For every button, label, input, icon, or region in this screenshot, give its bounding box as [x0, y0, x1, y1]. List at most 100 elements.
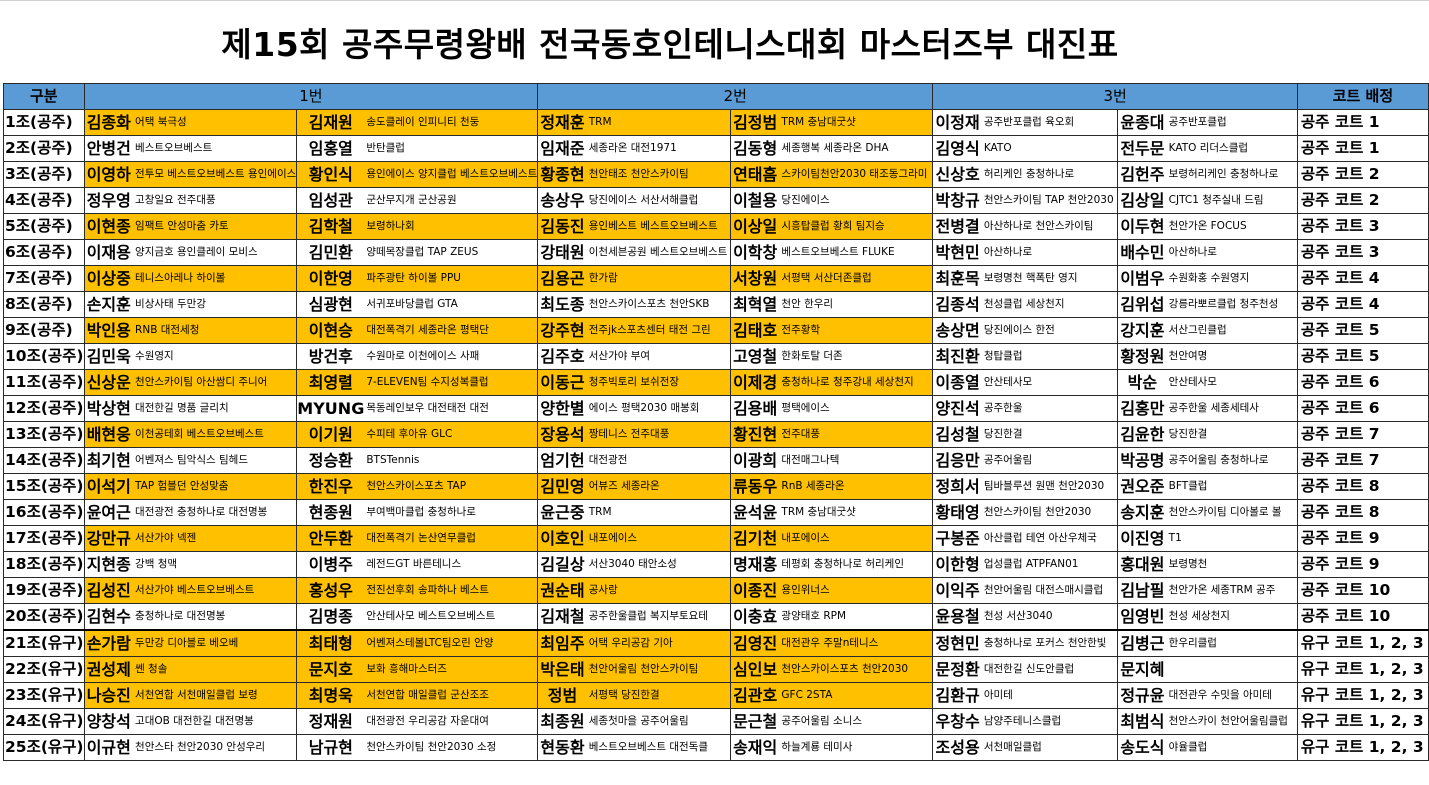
- player-club-cell[interactable]: 대전폭격기 세종라온 평택단: [364, 317, 539, 344]
- player-club-cell[interactable]: 대전관우 수밋을 아미테: [1166, 682, 1298, 709]
- player-name-cell[interactable]: 정우영: [83, 187, 134, 214]
- player-name-cell[interactable]: 이규현: [83, 734, 134, 761]
- player-club-cell[interactable]: 공주한울 세종세테사: [1166, 395, 1298, 422]
- player-club-cell[interactable]: 공주반포클럽: [1166, 109, 1298, 136]
- player-club-cell[interactable]: 세종첫마을 공주어울림: [586, 708, 731, 735]
- player-name-cell[interactable]: 강지훈: [1117, 317, 1167, 344]
- player-club-cell[interactable]: GFC 2STA: [779, 682, 934, 709]
- player-name-cell[interactable]: 김헌주: [1117, 161, 1167, 188]
- player-name-cell[interactable]: 김남필: [1117, 577, 1167, 604]
- player-club-cell[interactable]: 군산무지개 군산공원: [364, 187, 539, 214]
- player-club-cell[interactable]: 한가람: [586, 265, 731, 292]
- player-club-cell[interactable]: 당진에이스 한전: [981, 317, 1119, 344]
- player-name-cell[interactable]: 한진우: [296, 473, 365, 500]
- player-club-cell[interactable]: KATO 리더스클럽: [1166, 135, 1298, 162]
- player-name-cell[interactable]: 심인보: [729, 656, 780, 683]
- player-name-cell[interactable]: 전두문: [1117, 135, 1167, 162]
- player-club-cell[interactable]: 서천매일클럽: [981, 734, 1119, 761]
- player-club-cell[interactable]: CJTC1 청주실내 드림: [1166, 187, 1298, 214]
- player-name-cell[interactable]: 황태영: [932, 499, 982, 526]
- player-club-cell[interactable]: 7-ELEVEN팀 수지성복클럽: [364, 369, 539, 396]
- player-club-cell[interactable]: 용인에이스 양지클럽 베스트오브베스트: [364, 161, 539, 188]
- player-name-cell[interactable]: 김명종: [296, 603, 365, 631]
- player-name-cell[interactable]: 손지훈: [83, 291, 134, 318]
- player-club-cell[interactable]: 팀바블루션 원맨 천안2030: [981, 473, 1119, 500]
- player-name-cell[interactable]: 이기원: [296, 421, 365, 448]
- player-name-cell[interactable]: 황종현: [537, 161, 587, 188]
- player-name-cell[interactable]: 김용배: [729, 395, 780, 422]
- player-name-cell[interactable]: 안두환: [296, 525, 365, 552]
- player-name-cell[interactable]: 연태흠: [729, 161, 780, 188]
- player-name-cell[interactable]: 김성진: [83, 577, 134, 604]
- player-club-cell[interactable]: 전주대풍: [779, 421, 934, 448]
- player-name-cell[interactable]: 박현민: [932, 239, 982, 266]
- player-name-cell[interactable]: 최혁열: [729, 291, 780, 318]
- player-club-cell[interactable]: 안산테사모: [1166, 369, 1298, 396]
- player-name-cell[interactable]: 송재익: [729, 734, 780, 761]
- player-name-cell[interactable]: 송도식: [1117, 734, 1167, 761]
- player-name-cell[interactable]: 이영하: [83, 161, 134, 188]
- court-cell[interactable]: 공주 코트 2: [1296, 161, 1429, 188]
- player-club-cell[interactable]: 어벤져스 팀악식스 팀헤드: [133, 447, 298, 474]
- player-club-cell[interactable]: 청탑클럽: [981, 343, 1119, 370]
- player-club-cell[interactable]: 안산테사모: [981, 369, 1119, 396]
- player-club-cell[interactable]: 안산테사모 베스트오브베스트: [364, 603, 539, 631]
- player-club-cell[interactable]: 업성클럽 ATPFAN01: [981, 551, 1119, 578]
- player-club-cell[interactable]: 한화토탈 더존: [779, 343, 934, 370]
- group-cell[interactable]: 11조(공주): [3, 369, 85, 396]
- player-name-cell[interactable]: 윤용철: [932, 603, 982, 631]
- player-name-cell[interactable]: 배현웅: [83, 421, 134, 448]
- player-name-cell[interactable]: 이현승: [296, 317, 365, 344]
- player-name-cell[interactable]: 양창석: [83, 708, 134, 735]
- player-club-cell[interactable]: 베스트오브베스트: [133, 135, 298, 162]
- group-cell[interactable]: 20조(공주): [3, 603, 85, 631]
- player-name-cell[interactable]: 방건후: [296, 343, 365, 370]
- player-club-cell[interactable]: 당진한결: [1166, 421, 1298, 448]
- group-cell[interactable]: 2조(공주): [3, 135, 85, 162]
- player-club-cell[interactable]: 세종행복 세종라온 DHA: [779, 135, 934, 162]
- player-club-cell[interactable]: 한우리클럽: [1166, 629, 1298, 657]
- player-name-cell[interactable]: 이범우: [1117, 265, 1167, 292]
- group-cell[interactable]: 1조(공주): [3, 109, 85, 136]
- player-name-cell[interactable]: 지현종: [83, 551, 134, 578]
- player-club-cell[interactable]: 보령명천: [1166, 551, 1298, 578]
- player-name-cell[interactable]: 이익주: [932, 577, 982, 604]
- player-club-cell[interactable]: 서산그린클럽: [1166, 317, 1298, 344]
- player-club-cell[interactable]: 서귀포바당클럽 GTA: [364, 291, 539, 318]
- player-name-cell[interactable]: 정재훈: [537, 109, 587, 136]
- player-club-cell[interactable]: 레전드GT 바른테니스: [364, 551, 539, 578]
- player-club-cell[interactable]: 용인위너스: [779, 577, 934, 604]
- player-club-cell[interactable]: 하늘계룡 테미사: [779, 734, 934, 761]
- player-club-cell[interactable]: 공주어울림: [981, 447, 1119, 474]
- player-name-cell[interactable]: 신상호: [932, 161, 982, 188]
- player-name-cell[interactable]: 홍대원: [1117, 551, 1167, 578]
- group-cell[interactable]: 3조(공주): [3, 161, 85, 188]
- player-club-cell[interactable]: 공주어울림 소니스: [779, 708, 934, 735]
- player-name-cell[interactable]: 송지훈: [1117, 499, 1167, 526]
- player-club-cell[interactable]: 천안스카이팀 아산쌈디 주니어: [133, 369, 298, 396]
- group-cell[interactable]: 14조(공주): [3, 447, 85, 474]
- player-club-cell[interactable]: 서산3040 태안소성: [586, 551, 731, 578]
- player-club-cell[interactable]: 에이스 평택2030 매봉회: [586, 395, 731, 422]
- player-name-cell[interactable]: 손가람: [83, 629, 134, 657]
- player-name-cell[interactable]: 이동근: [537, 369, 587, 396]
- player-name-cell[interactable]: 홍성우: [296, 577, 365, 604]
- player-name-cell[interactable]: 김관호: [729, 682, 780, 709]
- player-club-cell[interactable]: 천안스카이팀 천안2030 소정: [364, 734, 539, 761]
- player-club-cell[interactable]: 서평택 당진한결: [586, 682, 731, 709]
- player-name-cell[interactable]: 현동환: [537, 734, 587, 761]
- court-cell[interactable]: 공주 코트 1: [1296, 135, 1429, 162]
- player-club-cell[interactable]: 천안스카이 천안어울림클럽: [1166, 708, 1298, 735]
- player-name-cell[interactable]: 권성제: [83, 656, 134, 683]
- player-name-cell[interactable]: 우창수: [932, 708, 982, 735]
- player-club-cell[interactable]: 공주한울클럽 복지부토요테: [586, 603, 731, 631]
- player-club-cell[interactable]: BTSTennis: [364, 447, 539, 474]
- court-cell[interactable]: 공주 코트 5: [1296, 317, 1429, 344]
- player-club-cell[interactable]: 어벤져스테볼LTC팀오린 안양: [364, 629, 539, 657]
- player-club-cell[interactable]: 천안 한우리: [779, 291, 934, 318]
- player-club-cell[interactable]: 천안스카이스포츠 천안2030: [779, 656, 934, 683]
- player-club-cell[interactable]: 아산클럽 테연 아산우체국: [981, 525, 1119, 552]
- player-name-cell[interactable]: 황진현: [729, 421, 780, 448]
- player-club-cell[interactable]: 아산하나로: [981, 239, 1119, 266]
- player-club-cell[interactable]: 세종라온 대전1971: [586, 135, 731, 162]
